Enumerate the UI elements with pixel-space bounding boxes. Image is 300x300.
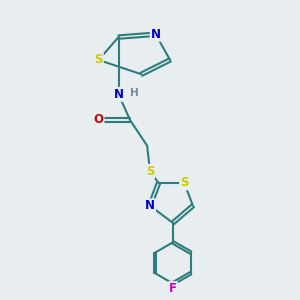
Text: F: F xyxy=(169,282,177,295)
Text: H: H xyxy=(130,88,139,98)
Text: S: S xyxy=(146,165,154,178)
Text: N: N xyxy=(145,199,155,212)
Text: O: O xyxy=(94,113,103,127)
Text: S: S xyxy=(180,176,189,189)
Text: N: N xyxy=(151,28,161,41)
Text: S: S xyxy=(94,53,103,67)
Text: N: N xyxy=(114,88,124,101)
